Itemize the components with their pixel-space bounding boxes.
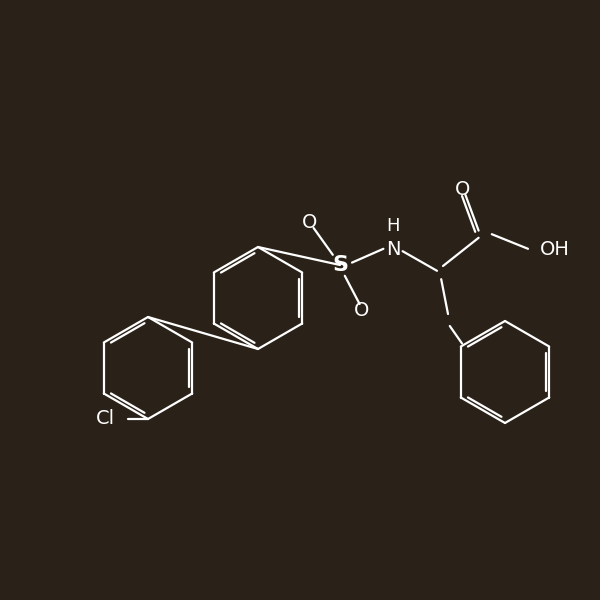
Text: O: O bbox=[355, 301, 370, 319]
Text: O: O bbox=[455, 181, 470, 199]
Text: H: H bbox=[386, 217, 400, 235]
Text: OH: OH bbox=[540, 241, 570, 259]
Text: S: S bbox=[332, 255, 348, 275]
Text: N: N bbox=[386, 241, 400, 259]
Text: Cl: Cl bbox=[96, 409, 115, 428]
Text: O: O bbox=[302, 212, 317, 232]
